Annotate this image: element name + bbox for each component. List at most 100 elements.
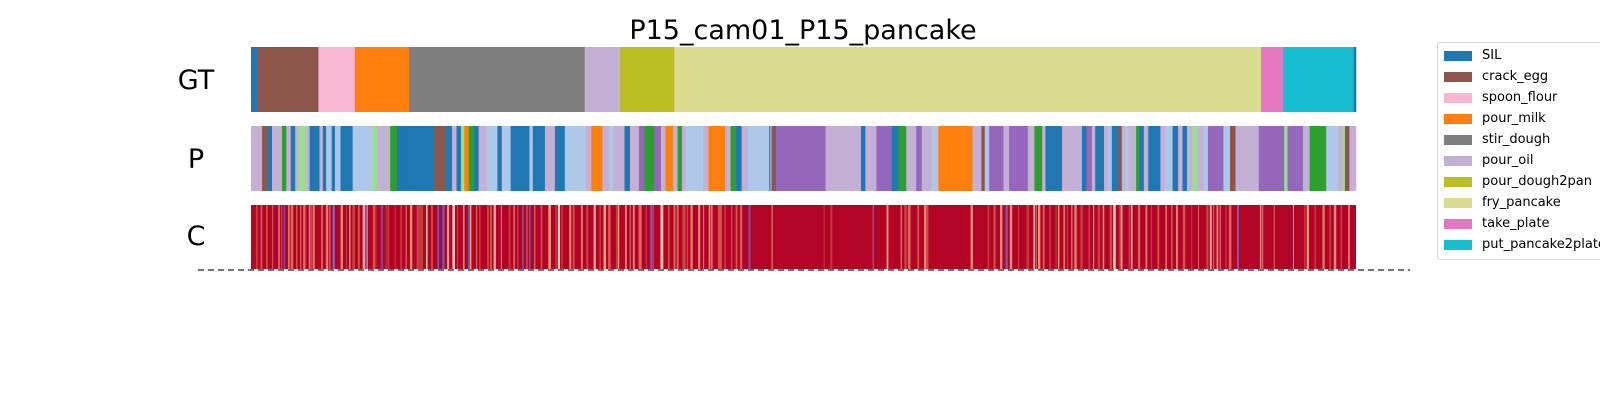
p-segment-114 bbox=[1207, 126, 1224, 191]
confidence-streak-31 bbox=[387, 205, 390, 269]
confidence-streak-118 bbox=[987, 205, 990, 269]
confidence-streak-3 bbox=[272, 205, 274, 269]
p-segment-116 bbox=[1230, 126, 1236, 191]
confidence-streak-150 bbox=[1157, 205, 1160, 269]
gt-segment-0 bbox=[251, 47, 258, 112]
confidence-streak-26 bbox=[366, 205, 368, 269]
p-segment-10 bbox=[309, 126, 320, 191]
confidence-streak-104 bbox=[740, 205, 743, 269]
confidence-streak-35 bbox=[410, 205, 413, 269]
p-segment-81 bbox=[984, 126, 990, 191]
p-segment-30 bbox=[474, 126, 479, 191]
confidence-streak-141 bbox=[1109, 205, 1112, 269]
confidence-streak-139 bbox=[1097, 205, 1101, 269]
gt-segment-9 bbox=[1283, 47, 1355, 112]
confidence-streak-173 bbox=[1329, 205, 1331, 269]
confidence-streak-140 bbox=[1102, 205, 1105, 269]
confidence-streak-13 bbox=[311, 205, 313, 269]
confidence-streak-85 bbox=[660, 205, 663, 269]
p-segment-91 bbox=[1086, 126, 1093, 191]
confidence-streak-88 bbox=[673, 205, 675, 269]
p-segment-90 bbox=[1081, 126, 1087, 191]
confidence-streak-56 bbox=[513, 205, 515, 269]
legend-item-put-pancake2plate: put_pancake2plate bbox=[1444, 234, 1600, 255]
p-segment-122 bbox=[1309, 126, 1327, 191]
p-segment-58 bbox=[708, 126, 726, 191]
p-segment-3 bbox=[271, 126, 283, 191]
p-segment-79 bbox=[972, 126, 982, 191]
confidence-streak-160 bbox=[1216, 205, 1219, 269]
p-segment-107 bbox=[1172, 126, 1179, 191]
confidence-streak-55 bbox=[508, 205, 511, 269]
confidence-streak-108 bbox=[830, 205, 833, 269]
legend-item-fry-pancake: fry_pancake bbox=[1444, 192, 1600, 213]
confidence-streak-117 bbox=[970, 205, 974, 269]
confidence-streak-133 bbox=[1066, 205, 1068, 269]
confidence-streak-151 bbox=[1165, 205, 1167, 269]
gt-segment-bar bbox=[251, 47, 1357, 112]
p-segment-126 bbox=[1344, 126, 1350, 191]
confidence-streak-24 bbox=[362, 205, 366, 269]
legend-swatch bbox=[1444, 218, 1472, 229]
p-segment-17 bbox=[352, 126, 373, 191]
legend-swatch bbox=[1444, 113, 1472, 124]
p-segment-106 bbox=[1164, 126, 1173, 191]
confidence-streak-111 bbox=[900, 205, 903, 269]
legend-label: pour_milk bbox=[1482, 111, 1546, 126]
p-segment-38 bbox=[544, 126, 556, 191]
confidence-streak-73 bbox=[603, 205, 607, 269]
confidence-streak-65 bbox=[557, 205, 561, 269]
p-segment-22 bbox=[402, 126, 435, 191]
legend-item-pour-oil: pour_oil bbox=[1444, 150, 1600, 171]
confidence-streak-62 bbox=[540, 205, 543, 269]
confidence-streak-164 bbox=[1237, 205, 1239, 269]
p-segment-33 bbox=[497, 126, 503, 191]
p-segment-36 bbox=[529, 126, 534, 191]
confidence-streak-12 bbox=[308, 205, 311, 269]
confidence-streak-162 bbox=[1225, 205, 1227, 269]
p-segment-111 bbox=[1192, 126, 1199, 191]
p-segment-71 bbox=[876, 126, 893, 191]
prediction-segment-bar bbox=[251, 126, 1357, 191]
p-segment-118 bbox=[1258, 126, 1285, 191]
p-segment-34 bbox=[501, 126, 511, 191]
confidence-streak-16 bbox=[325, 205, 329, 269]
confidence-streak-116 bbox=[925, 205, 929, 269]
p-segment-21 bbox=[396, 126, 403, 191]
p-segment-55 bbox=[681, 126, 686, 191]
legend: SIL crack_egg spoon_flour pour_milk stir_dou… bbox=[1437, 42, 1600, 260]
p-segment-59 bbox=[725, 126, 731, 191]
confidence-streak-102 bbox=[731, 205, 733, 269]
p-segment-56 bbox=[685, 126, 704, 191]
confidence-streak-125 bbox=[1033, 205, 1035, 269]
p-segment-85 bbox=[1027, 126, 1035, 191]
confidence-streak-75 bbox=[615, 205, 618, 269]
p-segment-46 bbox=[624, 126, 631, 191]
legend-swatch bbox=[1444, 239, 1472, 250]
gt-segment-2 bbox=[318, 47, 356, 112]
p-segment-124 bbox=[1338, 126, 1344, 191]
confidence-streak-161 bbox=[1219, 205, 1221, 269]
confidence-streak-37 bbox=[418, 205, 422, 269]
confidence-streak-142 bbox=[1113, 205, 1116, 269]
confidence-streak-80 bbox=[638, 205, 641, 269]
confidence-streak-143 bbox=[1119, 205, 1122, 269]
confidence-streak-94 bbox=[690, 205, 693, 269]
p-segment-2 bbox=[267, 126, 273, 191]
p-segment-44 bbox=[609, 126, 614, 191]
confidence-streak-115 bbox=[924, 205, 927, 269]
confidence-streak-168 bbox=[1292, 205, 1294, 269]
p-segment-74 bbox=[906, 126, 917, 191]
confidence-streak-28 bbox=[375, 205, 377, 269]
confidence-streak-145 bbox=[1128, 205, 1131, 269]
legend-label: fry_pancake bbox=[1482, 195, 1561, 210]
p-segment-39 bbox=[554, 126, 566, 191]
legend-item-crack-egg: crack_egg bbox=[1444, 66, 1600, 87]
confidence-streak-138 bbox=[1093, 205, 1095, 269]
p-segment-72 bbox=[891, 126, 899, 191]
p-segment-96 bbox=[1111, 126, 1119, 191]
confidence-streak-165 bbox=[1259, 205, 1262, 269]
confidence-streak-51 bbox=[487, 205, 489, 269]
confidence-streak-33 bbox=[400, 205, 402, 269]
confidence-streak-78 bbox=[629, 205, 631, 269]
